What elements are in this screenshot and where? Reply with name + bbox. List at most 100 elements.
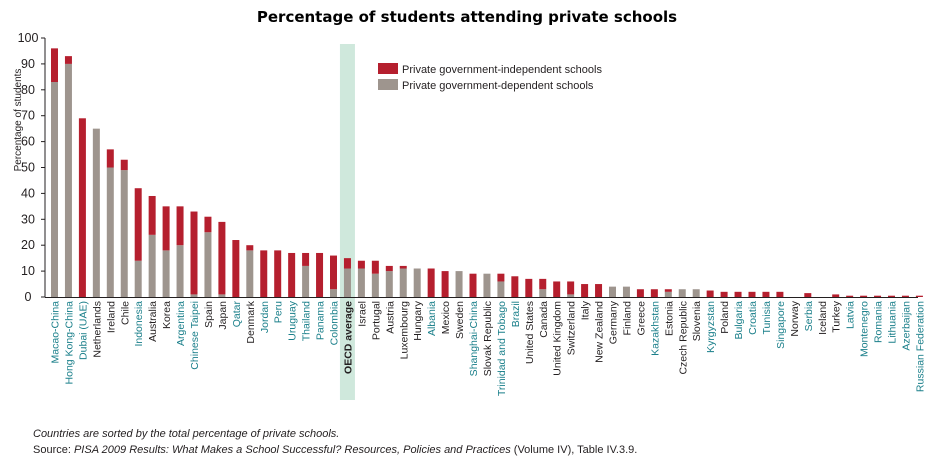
category-labels: Macao-China Hong Kong-China Dubai (UAE) Net… (50, 300, 925, 396)
category-label-chile: Chile (119, 301, 131, 325)
bar-dependent-argentina (176, 245, 184, 297)
category-label-kyrgyzstan: Kyrgyzstan (705, 301, 717, 353)
oecd-average-highlight-band (339, 44, 355, 400)
bar-independent-estonia (664, 289, 672, 292)
category-label-oecd-average: OECD average (342, 301, 354, 374)
bar-independent-trinidad-and-tobago (497, 273, 505, 282)
y-tick-label: 70 (21, 109, 35, 123)
bar-dependent-spain (204, 232, 212, 297)
bar-independent-greece (636, 289, 644, 297)
category-label-japan: Japan (217, 301, 229, 330)
category-label-netherlands: Netherlands (91, 301, 103, 358)
bar-dependent-macao-china (51, 82, 58, 297)
bar-independent-chile (120, 159, 128, 171)
bar-dependent-indonesia (134, 260, 142, 297)
category-label-united-kingdom: United Kingdom (552, 301, 564, 376)
bar-independent-luxembourg (399, 265, 407, 269)
category-label-korea: Korea (161, 301, 173, 329)
category-label-panama: Panama (315, 301, 327, 340)
sorting-note-text: Countries are sorted by the total percen… (33, 428, 340, 440)
bar-dependent-portugal (371, 273, 379, 297)
bar-dependent-sweden (455, 271, 463, 297)
y-tick-label: 80 (21, 83, 35, 97)
bar-independent-switzerland (567, 281, 575, 295)
y-tick-label: 100 (18, 31, 39, 45)
bar-independent-korea (162, 206, 170, 251)
category-label-lithuania: Lithuania (887, 301, 899, 344)
oecd-band-rect (339, 44, 355, 400)
bar-independent-thailand (302, 252, 310, 266)
bar-independent-united-states (525, 278, 533, 297)
legend-label-dependent: Private government-dependent schools (402, 80, 594, 92)
category-label-ireland: Ireland (105, 301, 117, 333)
source-suffix: (Volume IV), Table IV.3.9. (510, 444, 638, 456)
category-label-mexico: Mexico (440, 301, 452, 334)
bar-dependent-trinidad-and-tobago (497, 281, 505, 297)
bars (51, 48, 923, 298)
category-label-czech-republic: Czech Republic (677, 301, 689, 375)
bar-dependent-czech-republic (678, 289, 686, 297)
category-label-italy: Italy (580, 300, 592, 320)
bar-dependent-chinese-taipei (190, 294, 198, 297)
bar-dependent-finland (622, 286, 630, 297)
bar-independent-spain (204, 216, 212, 233)
bar-independent-australia (148, 195, 156, 235)
category-label-iceland: Iceland (817, 301, 829, 335)
source-title: PISA 2009 Results: What Makes a School S… (73, 444, 511, 456)
bar-dependent-luxembourg (399, 268, 407, 297)
category-label-montenegro: Montenegro (859, 301, 871, 357)
category-label-hong-kong-china: Hong Kong-China (63, 301, 75, 385)
legend-swatch-dependent (378, 79, 398, 90)
bar-independent-chinese-taipei (190, 211, 198, 295)
bar-independent-romania (874, 295, 882, 297)
category-label-israel: Israel (356, 301, 368, 327)
bar-independent-kazakhstan (650, 289, 658, 297)
category-label-jordan: Jordan (259, 301, 271, 333)
bar-independent-russian-federation (915, 295, 923, 297)
y-tick-label: 40 (21, 186, 35, 200)
chart-title: Percentage of students attending private… (257, 8, 677, 26)
category-label-estonia: Estonia (663, 301, 675, 336)
category-label-united-states: United States (524, 301, 536, 364)
bar-dependent-ireland (106, 167, 114, 297)
category-label-albania: Albania (426, 301, 438, 336)
bar-independent-bulgaria (734, 291, 742, 297)
y-tick-label: 0 (25, 290, 32, 304)
category-label-uruguay: Uruguay (287, 300, 299, 340)
category-label-greece: Greece (635, 301, 647, 336)
y-axis-label: Percentage of students (13, 69, 24, 172)
bar-dependent-switzerland (567, 294, 575, 297)
category-label-romania: Romania (873, 301, 885, 343)
bar-dependent-austria (385, 271, 393, 297)
category-label-norway: Norway (789, 300, 801, 336)
category-label-shanghai-china: Shanghai-China (468, 301, 480, 376)
bar-independent-kyrgyzstan (706, 290, 714, 297)
category-label-slovenia: Slovenia (691, 301, 703, 341)
bar-independent-macao-china (51, 48, 58, 83)
private-schools-bar-chart: Percentage of students attending private… (13, 8, 925, 400)
category-label-argentina: Argentina (175, 301, 187, 346)
bar-independent-qatar (232, 240, 240, 297)
bar-independent-indonesia (134, 188, 142, 261)
category-label-spain: Spain (203, 301, 215, 328)
bar-independent-austria (385, 265, 393, 272)
bar-dependent-netherlands (92, 128, 100, 297)
category-label-canada: Canada (538, 301, 550, 338)
bar-independent-united-kingdom (553, 281, 561, 297)
bar-independent-italy (581, 284, 589, 297)
bar-independent-portugal (371, 260, 379, 274)
bar-dependent-colombia (330, 289, 337, 297)
bar-dependent-korea (162, 250, 170, 297)
category-label-peru: Peru (273, 301, 285, 323)
category-label-tunisia: Tunisia (761, 301, 773, 335)
bar-independent-brazil (511, 276, 519, 297)
bar-dependent-israel (357, 268, 365, 297)
category-label-qatar: Qatar (231, 301, 243, 328)
legend: Private government-independent schools P… (378, 63, 602, 92)
source-prefix: Source: (33, 444, 74, 456)
bar-independent-mexico (441, 271, 449, 297)
category-label-trinidad-and-tobago: Trinidad and Tobago (496, 301, 508, 396)
bar-independent-turkey (832, 294, 840, 297)
bar-independent-montenegro (860, 295, 868, 297)
bar-independent-dubai-uae (78, 118, 86, 297)
